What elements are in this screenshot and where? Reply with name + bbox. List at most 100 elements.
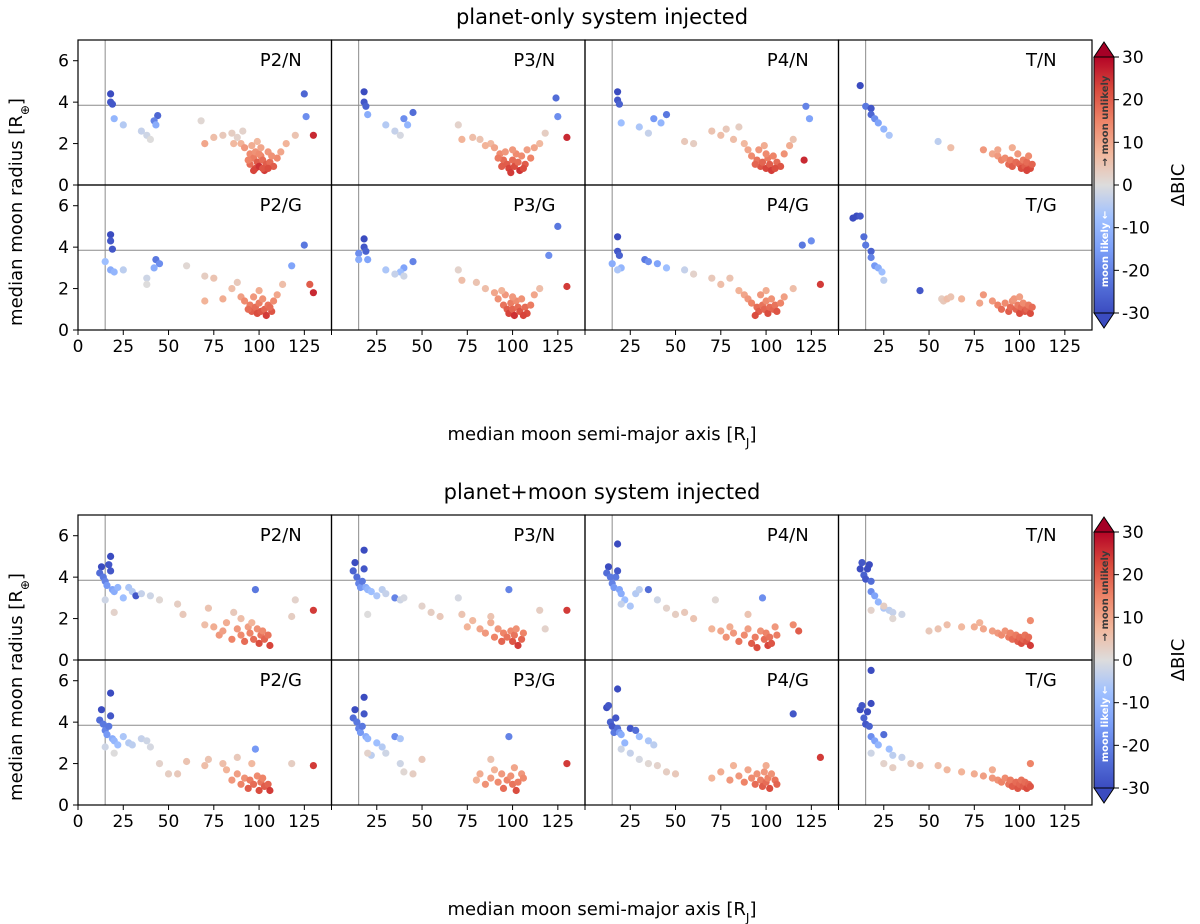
scatter-point <box>382 590 390 598</box>
scatter-point <box>1006 629 1015 637</box>
scatter-point <box>726 274 734 282</box>
panel-p2-n: P2/N 0 2 4 6 <box>58 514 333 671</box>
scatter-point <box>816 753 825 762</box>
scatter-point <box>867 666 875 675</box>
x-tick-label: 50 <box>411 337 433 357</box>
scatter-point <box>143 737 151 745</box>
scatter-point <box>789 135 797 143</box>
scatter-point <box>418 755 426 764</box>
scatter-point <box>146 743 154 751</box>
scatter-point <box>729 762 738 770</box>
scatter-point <box>889 608 897 617</box>
scatter-point <box>758 158 767 166</box>
scatter-point <box>635 755 643 764</box>
scatter-point <box>373 592 381 600</box>
scatter-point <box>107 237 115 245</box>
scatter-point <box>751 160 759 168</box>
scatter-point <box>107 552 115 561</box>
scatter-point <box>396 760 404 768</box>
scatter-point <box>612 714 620 722</box>
scatter-point <box>400 272 408 280</box>
scatter-point <box>507 169 515 177</box>
scatter-point <box>481 285 489 293</box>
scatter-point <box>858 702 866 710</box>
x-tick-label: 125 <box>542 812 574 832</box>
scatter-point <box>735 287 743 295</box>
panel-label: P2/N <box>260 525 302 546</box>
x-tick-label: 125 <box>542 337 574 357</box>
scatter-point <box>266 641 274 650</box>
scatter-point <box>997 305 1006 313</box>
panel-label: P3/G <box>513 670 555 691</box>
scatter-point <box>277 148 285 156</box>
colorbar-extend-bottom <box>1093 312 1115 329</box>
scatter-point <box>309 606 317 614</box>
x-tick-label: 25 <box>366 337 388 357</box>
scatter-point <box>360 565 368 573</box>
block-top: planet-only system injected P2/N 0 2 4 6 P3/N… <box>6 5 1189 450</box>
scatter-point <box>789 285 797 293</box>
scatter-point <box>241 774 249 782</box>
panel-label: T/N <box>1025 50 1057 71</box>
colorbar-extend-bottom <box>1093 787 1115 804</box>
scatter-point <box>606 573 615 581</box>
scatter-point <box>355 256 363 264</box>
scatter-point <box>604 702 613 710</box>
scatter-point <box>510 311 518 320</box>
x-tick-label: 125 <box>288 337 320 357</box>
colorbar-tick-label: -10 <box>1122 219 1150 239</box>
scatter-point <box>744 610 752 619</box>
scatter-point <box>454 121 462 129</box>
scatter-point <box>780 150 788 158</box>
scatter-point <box>626 749 634 757</box>
scatter-point <box>251 586 259 594</box>
y-tick-label: 0 <box>58 796 69 816</box>
scatter-point <box>309 131 317 139</box>
scatter-point <box>137 127 145 135</box>
scatter-point <box>349 567 357 575</box>
scatter-point <box>210 623 218 631</box>
scatter-point <box>505 733 513 741</box>
scatter-point <box>253 772 261 780</box>
scatter-point <box>241 637 249 646</box>
scatter-point <box>487 619 495 627</box>
colorbar-tick-label: -10 <box>1122 694 1150 714</box>
scatter-point <box>867 699 875 708</box>
scatter-point <box>518 295 526 303</box>
scatter-point <box>541 625 549 633</box>
scatter-point <box>291 596 299 604</box>
scatter-point <box>805 115 814 123</box>
x-tick-label: 75 <box>963 337 985 357</box>
colorbar-extend-top <box>1093 41 1115 58</box>
colorbar-tick-label: 0 <box>1122 651 1133 671</box>
scatter-point <box>762 150 770 158</box>
y-tick-label: 4 <box>58 713 69 733</box>
x-tick-label: 50 <box>158 337 180 357</box>
scatter-point <box>614 233 622 241</box>
scatter-point <box>662 264 671 272</box>
scatter-point <box>210 133 218 141</box>
scatter-point <box>508 293 517 301</box>
scatter-point <box>863 708 872 716</box>
x-axis-label-sub: J <box>745 436 750 450</box>
panel-label: P3/G <box>513 195 555 216</box>
panel-label: P4/N <box>767 525 809 546</box>
scatter-point <box>760 635 768 643</box>
scatter-point <box>237 631 245 639</box>
scatter-point <box>773 307 781 315</box>
scatter-point <box>764 309 772 317</box>
scatter-point <box>681 266 689 274</box>
scatter-point <box>934 137 942 146</box>
scatter-point <box>871 592 879 600</box>
scatter-point <box>717 768 725 776</box>
x-tick-label: 125 <box>795 337 827 357</box>
panel-p3-n: P3/N <box>330 39 586 186</box>
colorbar-tick-label: 10 <box>1122 608 1144 628</box>
scatter-point <box>1016 309 1024 317</box>
scatter-point <box>259 627 267 635</box>
x-tick-label: 100 <box>243 812 275 832</box>
scatter-point <box>230 608 238 617</box>
scatter-point <box>735 123 743 131</box>
scatter-point <box>378 743 386 751</box>
scatter-point <box>501 148 509 156</box>
